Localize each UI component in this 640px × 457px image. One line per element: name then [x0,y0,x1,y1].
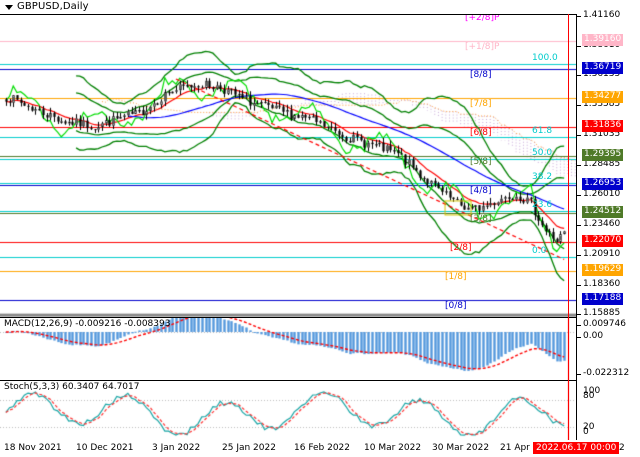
price-tick-label: 1.33585 [583,99,621,110]
stochastic-canvas [0,381,576,440]
murrey-level-label: [4/8] [470,185,492,196]
price-tick [577,165,581,167]
price-level-badge: 1.31836 [582,119,624,132]
price-tick [577,75,581,77]
murrey-level-label: [6/8] [470,127,492,138]
price-chart-canvas [0,15,576,317]
price-tick [577,194,581,196]
price-level-badge: 1.34277 [582,91,624,104]
macd-scale-label: 0.009746 [583,319,626,329]
price-level-badge: 1.26953 [582,177,624,190]
time-axis-label: 18 Nov 2021 [4,443,62,453]
fibonacci-level-label: 0.0 [532,246,547,257]
price-level-badge: 1.17188 [582,292,624,305]
price-tick-label: 1.18360 [583,278,621,289]
crosshair-vertical-line [568,14,569,440]
fibonacci-level-label: 23.6 [532,200,553,211]
price-level-badge: 1.36719 [582,62,624,75]
price-level-badge: 1.24512 [582,206,624,219]
murrey-level-label: [8/8] [470,70,492,81]
stochastic-scale-label: 0 [583,427,589,437]
price-level-badge: 1.39160 [582,33,624,46]
macd-scale-label: 0.00 [583,331,604,341]
price-level-badge: 1.22070 [582,235,624,248]
murrey-level-label: [2/8] [450,243,472,254]
time-axis-label: 10 Dec 2021 [76,443,134,453]
time-axis[interactable]: 18 Nov 2021 10 Dec 2021 3 Jan 2022 25 Jan 2… [0,440,640,457]
murrey-level-label: [0/8] [445,300,467,311]
price-tick-label: 1.15885 [583,308,621,318]
price-tick-label: 1.20910 [583,248,621,259]
fibonacci-level-label: 38.2 [532,171,553,182]
fibonacci-level-label: 61.8 [532,125,553,136]
murrey-level-label: [7/8] [470,99,492,110]
macd-scale-label: -0.022312 [583,368,630,378]
cursor-time-badge: 2022.06.17 00:00 [533,442,620,454]
fibonacci-level-label: 100.0 [532,52,558,63]
macd-canvas [0,318,576,380]
price-tick-label: 1.26010 [583,188,621,199]
price-tick [577,16,581,17]
stochastic-caption: Stoch(5,3,3) 60.3407 64.7017 [4,382,140,392]
price-tick [577,254,581,256]
price-tick [577,224,581,226]
price-tick-label: 1.41160 [583,10,621,20]
murrey-level-label: [1/8] [445,271,467,282]
price-scale[interactable]: 1.411601.386101.361351.335851.310351.284… [577,0,640,440]
price-chart-pane[interactable]: [+2/8]P [+1/8]P [8/8] [7/8] [6/8] [5/8] [4/8] [… [0,14,577,318]
price-tick [577,46,581,48]
fibonacci-level-label: 50.0 [532,148,553,159]
macd-tick [577,374,581,375]
time-axis-label: 25 Jan 2022 [222,443,276,453]
price-level-badge: 1.29395 [582,148,624,161]
chart-titlebar: GBPUSD,Daily [0,0,640,15]
price-tick-label: 1.31035 [583,129,621,140]
stochastic-pane[interactable]: Stoch(5,3,3) 60.3407 64.7017 [0,380,577,441]
price-tick-label: 1.28485 [583,159,621,170]
price-tick [577,105,581,107]
price-tick [577,135,581,137]
price-tick [577,314,581,315]
murrey-level-label: [5/8] [470,156,492,167]
stochastic-scale-label: 80 [583,391,595,401]
murrey-level-label: [3/8] [470,214,492,225]
macd-tick [577,325,581,326]
price-tick-label: 1.23460 [583,218,621,229]
time-axis-label: 21 Apr 2022 [500,443,556,453]
time-axis-label: 3 Jan 2022 [152,443,201,453]
macd-pane[interactable]: MACD(12,26,9) -0.009216 -0.008393 [0,317,577,381]
macd-caption: MACD(12,26,9) -0.009216 -0.008393 [4,319,171,329]
stochastic-scale-label: 100 [583,386,601,396]
price-level-badge: 1.19629 [582,263,624,276]
time-axis-label: 16 Feb 2022 [294,443,351,453]
stochastic-scale-label: 20 [583,422,595,432]
triangle-down-icon[interactable] [5,5,13,10]
symbol-timeframe-label: GBPUSD,Daily [17,1,89,12]
macd-tick [577,337,581,338]
murrey-level-label: [+1/8]P [465,41,500,52]
murrey-level-label: [+2/8]P [465,14,500,23]
time-axis-label: 10 Mar 2022 [364,443,422,453]
price-tick [577,284,581,286]
time-axis-label: 30 Mar 2022 [432,443,490,453]
